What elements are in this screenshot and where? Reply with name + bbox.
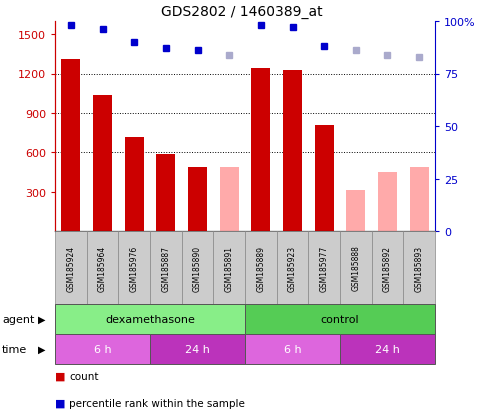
- Bar: [93, 95, 112, 231]
- Text: agent: agent: [2, 314, 34, 324]
- Bar: [378, 173, 397, 231]
- Text: ■: ■: [55, 398, 66, 408]
- Text: GSM185923: GSM185923: [288, 245, 297, 291]
- Bar: [61, 60, 80, 231]
- Text: GSM185892: GSM185892: [383, 245, 392, 291]
- Text: 6 h: 6 h: [284, 344, 301, 354]
- Text: ▶: ▶: [38, 314, 45, 324]
- Text: GSM185893: GSM185893: [415, 245, 424, 291]
- Text: GDS2802 / 1460389_at: GDS2802 / 1460389_at: [161, 5, 322, 19]
- Bar: [283, 70, 302, 231]
- Text: GSM185890: GSM185890: [193, 245, 202, 291]
- Text: control: control: [321, 314, 359, 324]
- Text: time: time: [2, 344, 27, 354]
- Bar: [251, 69, 270, 231]
- Bar: [314, 126, 334, 231]
- Bar: [410, 167, 429, 231]
- Text: percentile rank within the sample: percentile rank within the sample: [69, 398, 245, 408]
- Text: GSM185887: GSM185887: [161, 245, 170, 291]
- Text: 6 h: 6 h: [94, 344, 111, 354]
- Bar: [125, 137, 143, 231]
- Text: GSM185964: GSM185964: [98, 245, 107, 291]
- Bar: [156, 154, 175, 231]
- Bar: [188, 167, 207, 231]
- Text: GSM185977: GSM185977: [320, 245, 328, 291]
- Text: 24 h: 24 h: [375, 344, 400, 354]
- Bar: [220, 167, 239, 231]
- Bar: [346, 191, 365, 231]
- Text: GSM185889: GSM185889: [256, 245, 265, 291]
- Text: GSM185891: GSM185891: [225, 245, 234, 291]
- Text: GSM185976: GSM185976: [129, 245, 139, 291]
- Text: 24 h: 24 h: [185, 344, 210, 354]
- Text: count: count: [69, 371, 99, 381]
- Text: dexamethasone: dexamethasone: [105, 314, 195, 324]
- Text: GSM185924: GSM185924: [66, 245, 75, 291]
- Text: ■: ■: [55, 371, 66, 381]
- Text: ▶: ▶: [38, 344, 45, 354]
- Text: GSM185888: GSM185888: [351, 245, 360, 291]
